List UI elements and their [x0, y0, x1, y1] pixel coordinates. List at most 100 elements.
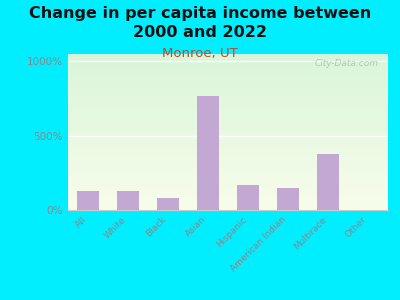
Bar	[68, 62, 388, 63]
Bar	[68, 99, 388, 100]
Bar	[68, 174, 388, 175]
Bar	[117, 191, 139, 210]
Bar	[68, 92, 388, 93]
Bar	[68, 138, 388, 139]
Bar	[68, 119, 388, 120]
Bar	[68, 95, 388, 96]
Bar	[68, 77, 388, 78]
Bar	[68, 111, 388, 112]
Bar	[68, 101, 388, 102]
Bar	[68, 154, 388, 155]
Text: City-Data.com: City-Data.com	[314, 59, 378, 68]
Bar	[68, 147, 388, 148]
Bar	[68, 131, 388, 132]
Bar	[157, 198, 179, 210]
Bar	[68, 199, 388, 200]
Bar	[68, 82, 388, 83]
Bar	[68, 146, 388, 147]
Bar	[68, 96, 388, 97]
Bar	[68, 207, 388, 208]
Bar	[68, 185, 388, 186]
Bar	[68, 196, 388, 197]
Bar	[68, 64, 388, 65]
Bar	[237, 185, 259, 210]
Bar	[68, 184, 388, 185]
Bar	[68, 97, 388, 98]
Bar	[68, 86, 388, 87]
Bar	[68, 149, 388, 150]
Bar	[68, 129, 388, 130]
Bar	[68, 127, 388, 128]
Bar	[68, 143, 388, 144]
Bar	[68, 61, 388, 62]
Bar	[68, 98, 388, 99]
Bar	[68, 84, 388, 85]
Bar	[68, 91, 388, 92]
Bar	[68, 69, 388, 70]
Bar	[68, 141, 388, 142]
Bar	[68, 67, 388, 68]
Bar	[68, 150, 388, 151]
Bar	[68, 110, 388, 111]
Bar	[68, 157, 388, 158]
Bar	[68, 145, 388, 146]
Bar	[68, 116, 388, 117]
Text: Monroe, UT: Monroe, UT	[162, 46, 238, 59]
Bar	[68, 122, 388, 123]
Bar	[68, 204, 388, 205]
Bar	[68, 66, 388, 67]
Bar	[68, 113, 388, 114]
Bar	[68, 68, 388, 69]
Bar	[68, 55, 388, 56]
Bar	[68, 165, 388, 166]
Bar	[68, 177, 388, 178]
Bar	[68, 85, 388, 86]
Bar	[68, 115, 388, 116]
Text: Change in per capita income between
2000 and 2022: Change in per capita income between 2000…	[29, 6, 371, 40]
Bar	[68, 87, 388, 88]
Bar	[68, 189, 388, 190]
Bar	[68, 206, 388, 207]
Bar	[68, 105, 388, 106]
Bar	[68, 76, 388, 77]
Bar	[68, 137, 388, 138]
Bar	[68, 58, 388, 59]
Bar	[68, 168, 388, 169]
Bar	[68, 208, 388, 209]
Bar	[68, 83, 388, 84]
Bar	[277, 188, 299, 210]
Bar	[68, 100, 388, 101]
Bar	[68, 54, 388, 55]
Bar	[68, 200, 388, 201]
Bar	[68, 209, 388, 210]
Bar	[68, 117, 388, 118]
Bar	[68, 182, 388, 183]
Bar	[68, 171, 388, 172]
Bar	[68, 183, 388, 184]
Bar	[68, 135, 388, 136]
Bar	[68, 80, 388, 81]
Bar	[68, 79, 388, 80]
Bar	[68, 57, 388, 58]
Bar	[68, 193, 388, 194]
Bar	[68, 72, 388, 73]
Bar	[68, 65, 388, 66]
Bar	[68, 140, 388, 141]
Bar	[68, 194, 388, 195]
Bar	[68, 118, 388, 119]
Bar	[68, 106, 388, 107]
Bar	[68, 136, 388, 137]
Bar	[68, 172, 388, 173]
Bar	[68, 162, 388, 163]
Bar	[68, 190, 388, 191]
Bar	[68, 142, 388, 143]
Bar	[68, 56, 388, 57]
Bar	[68, 159, 388, 160]
Bar	[68, 114, 388, 115]
Bar	[68, 88, 388, 89]
Bar	[68, 169, 388, 170]
Bar	[68, 132, 388, 133]
Bar	[68, 205, 388, 206]
Bar	[68, 179, 388, 180]
Bar	[68, 153, 388, 154]
